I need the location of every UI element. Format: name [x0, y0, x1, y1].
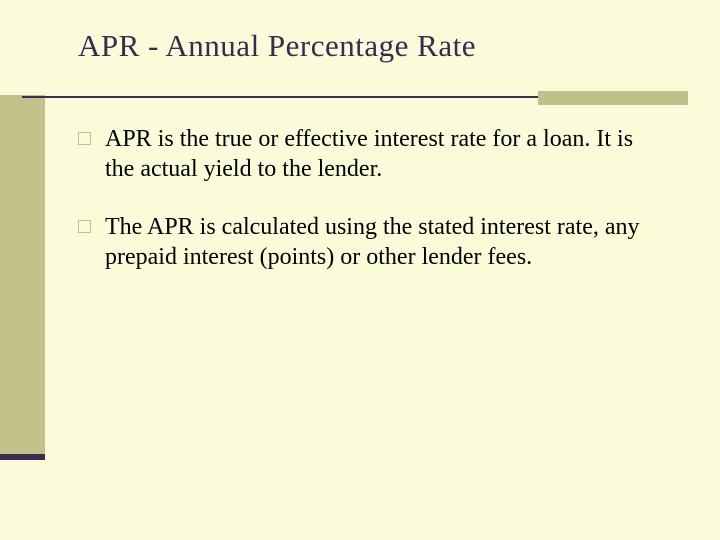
bullet-text: The APR is calculated using the stated i…: [105, 212, 668, 272]
bullet-item: APR is the true or effective interest ra…: [78, 124, 668, 184]
bullet-text: APR is the true or effective interest ra…: [105, 124, 668, 184]
bottom-left-accent: [0, 454, 45, 460]
content-area: APR is the true or effective interest ra…: [78, 124, 668, 300]
title-area: APR - Annual Percentage Rate: [78, 28, 678, 64]
slide-title: APR - Annual Percentage Rate: [78, 28, 678, 64]
bullet-marker-icon: [78, 220, 91, 233]
bullet-marker-icon: [78, 132, 91, 145]
right-accent-bar: [538, 91, 688, 105]
side-accent-bar: [0, 95, 45, 455]
bullet-item: The APR is calculated using the stated i…: [78, 212, 668, 272]
